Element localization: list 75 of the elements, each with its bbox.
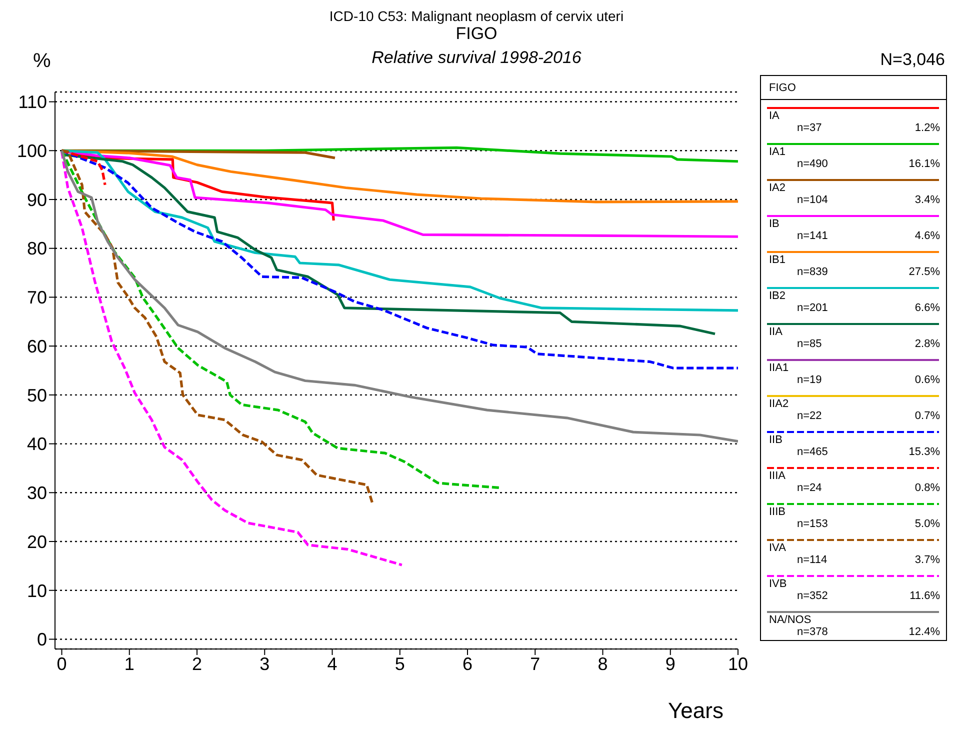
legend-label: IIA <box>769 326 782 338</box>
legend-label: IVA <box>769 542 786 554</box>
x-tick-label: 4 <box>327 654 338 674</box>
text: 3.4% <box>914 194 940 206</box>
text: 3.7% <box>914 554 940 566</box>
text: n=22 <box>797 410 822 422</box>
x-tick-label: 6 <box>462 654 473 674</box>
text: 0.8% <box>914 482 940 494</box>
y-tick-label: 70 <box>26 288 47 308</box>
legend-label: IIIB <box>769 506 786 518</box>
chart-subtitle: FIGO <box>454 24 498 44</box>
legend-label: IB <box>769 218 780 230</box>
text: 4.6% <box>914 230 940 242</box>
text: n=37 <box>797 122 822 134</box>
text: 12.4% <box>908 626 940 638</box>
legend-label: IIA1 <box>769 362 789 374</box>
x-tick-label: 7 <box>530 654 540 674</box>
legend-title: FIGO <box>761 76 946 100</box>
text: 0.6% <box>914 374 940 386</box>
y-axis-title: % <box>33 50 51 73</box>
text: 27.5% <box>908 266 940 278</box>
legend-label: IB2 <box>769 290 786 302</box>
text: n=352 <box>797 590 828 602</box>
text: n=104 <box>797 194 828 206</box>
legend-label: IA <box>769 110 780 122</box>
x-tick-label: 0 <box>56 654 67 674</box>
text: 15.3% <box>908 446 940 458</box>
legend-label: IA1 <box>769 146 786 158</box>
y-tick-label: 100 <box>16 141 47 162</box>
x-tick-label: 10 <box>728 654 748 674</box>
text: n=465 <box>797 446 828 458</box>
text: n=201 <box>797 302 828 314</box>
x-axis-title: Years <box>668 698 724 724</box>
x-tick-label: 8 <box>598 654 608 674</box>
text: n=114 <box>797 554 828 566</box>
y-tick-label: 90 <box>26 190 47 210</box>
x-tick-label: 1 <box>124 654 134 674</box>
text: n=24 <box>797 482 822 494</box>
text: n=85 <box>797 338 822 350</box>
y-tick-label: 30 <box>26 483 47 504</box>
y-tick-label: 60 <box>26 336 47 356</box>
text: 2.8% <box>914 338 940 350</box>
text: n=839 <box>797 266 828 278</box>
legend-label: IIIA <box>769 470 786 482</box>
legend-label: NA/NOS <box>769 614 812 626</box>
text: 6.6% <box>914 302 940 314</box>
x-tick-label: 3 <box>260 654 270 674</box>
y-tick-label: 0 <box>36 630 47 650</box>
text: 5.0% <box>914 518 940 530</box>
text: 0.7% <box>914 410 940 422</box>
y-tick-label: 80 <box>26 238 47 259</box>
legend-label: IIA2 <box>769 398 789 410</box>
x-tick-label: 5 <box>394 654 405 674</box>
text: 11.6% <box>910 590 940 602</box>
text: n=141 <box>797 230 828 242</box>
legend-label: IVB <box>769 578 787 590</box>
legend-label: IIB <box>769 434 782 446</box>
chart-title: ICD-10 C53: Malignant neoplasm of cervix uteri <box>328 8 625 24</box>
y-tick-label: 40 <box>26 434 47 454</box>
y-tick-label: 50 <box>26 385 47 406</box>
x-tick-label: 9 <box>665 654 676 674</box>
y-tick-label: 20 <box>26 532 47 552</box>
legend-label: IB1 <box>769 254 786 266</box>
text: n=378 <box>797 626 828 638</box>
text: N=3,046 <box>880 50 945 70</box>
y-tick-label: 10 <box>26 580 47 601</box>
text: Relative survival 1998-2016 <box>372 48 582 67</box>
legend-label: IA2 <box>769 182 786 194</box>
text: 1.2% <box>914 122 940 134</box>
x-tick-label: 2 <box>192 654 202 674</box>
text: n=153 <box>797 518 828 530</box>
text: 16.1% <box>908 158 940 170</box>
text: n=490 <box>797 158 828 170</box>
y-tick-label: 110 <box>18 92 47 112</box>
text: n=19 <box>797 374 822 386</box>
